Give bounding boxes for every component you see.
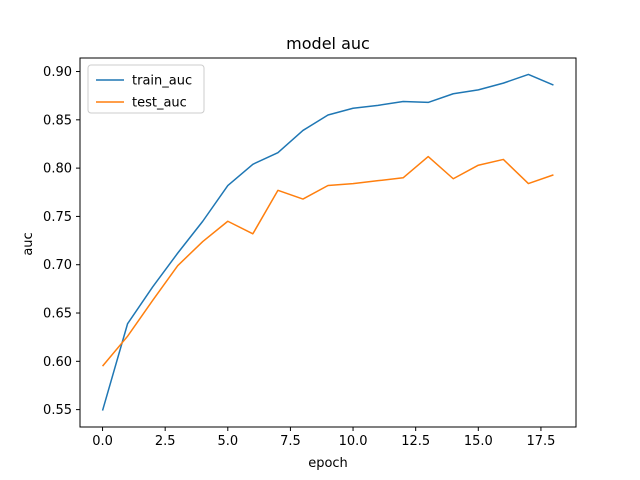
legend-label: test_auc <box>132 96 187 111</box>
plot-frame <box>79 57 577 428</box>
legend: train_auc test_auc <box>87 64 205 114</box>
y-tick-label: 0.85 <box>43 113 72 128</box>
x-tick-label: 15.0 <box>464 434 493 449</box>
y-axis-label: auc <box>21 232 36 255</box>
y-tick-label: 0.60 <box>43 355 72 370</box>
x-axis-label: epoch <box>308 456 348 471</box>
series-layer <box>101 73 554 411</box>
series-line-train-auc <box>101 73 554 411</box>
legend-box <box>87 64 205 114</box>
y-tick-label: 0.70 <box>43 258 72 273</box>
x-tick-label: 0.0 <box>92 434 113 449</box>
plot-area <box>79 57 577 428</box>
chart-title: model auc <box>286 34 370 53</box>
y-axis: 0.55 0.60 0.65 0.70 0.75 0.80 0.85 0.90 <box>43 65 80 418</box>
legend-label: train_auc <box>132 74 192 89</box>
y-tick-label: 0.90 <box>43 65 72 80</box>
y-tick-label: 0.80 <box>43 162 72 177</box>
x-tick-label: 12.5 <box>401 434 430 449</box>
x-tick-label: 10.0 <box>339 434 368 449</box>
x-tick-label: 17.5 <box>526 434 555 449</box>
y-tick-label: 0.75 <box>43 210 72 225</box>
series-line-test-auc <box>101 155 554 367</box>
x-tick-label: 2.5 <box>155 434 176 449</box>
y-tick-label: 0.55 <box>43 403 72 418</box>
x-tick-label: 5.0 <box>217 434 238 449</box>
y-tick-label: 0.65 <box>43 307 72 322</box>
x-axis: 0.0 2.5 5.0 7.5 10.0 12.5 15.0 17.5 <box>92 427 555 449</box>
x-tick-label: 7.5 <box>280 434 301 449</box>
